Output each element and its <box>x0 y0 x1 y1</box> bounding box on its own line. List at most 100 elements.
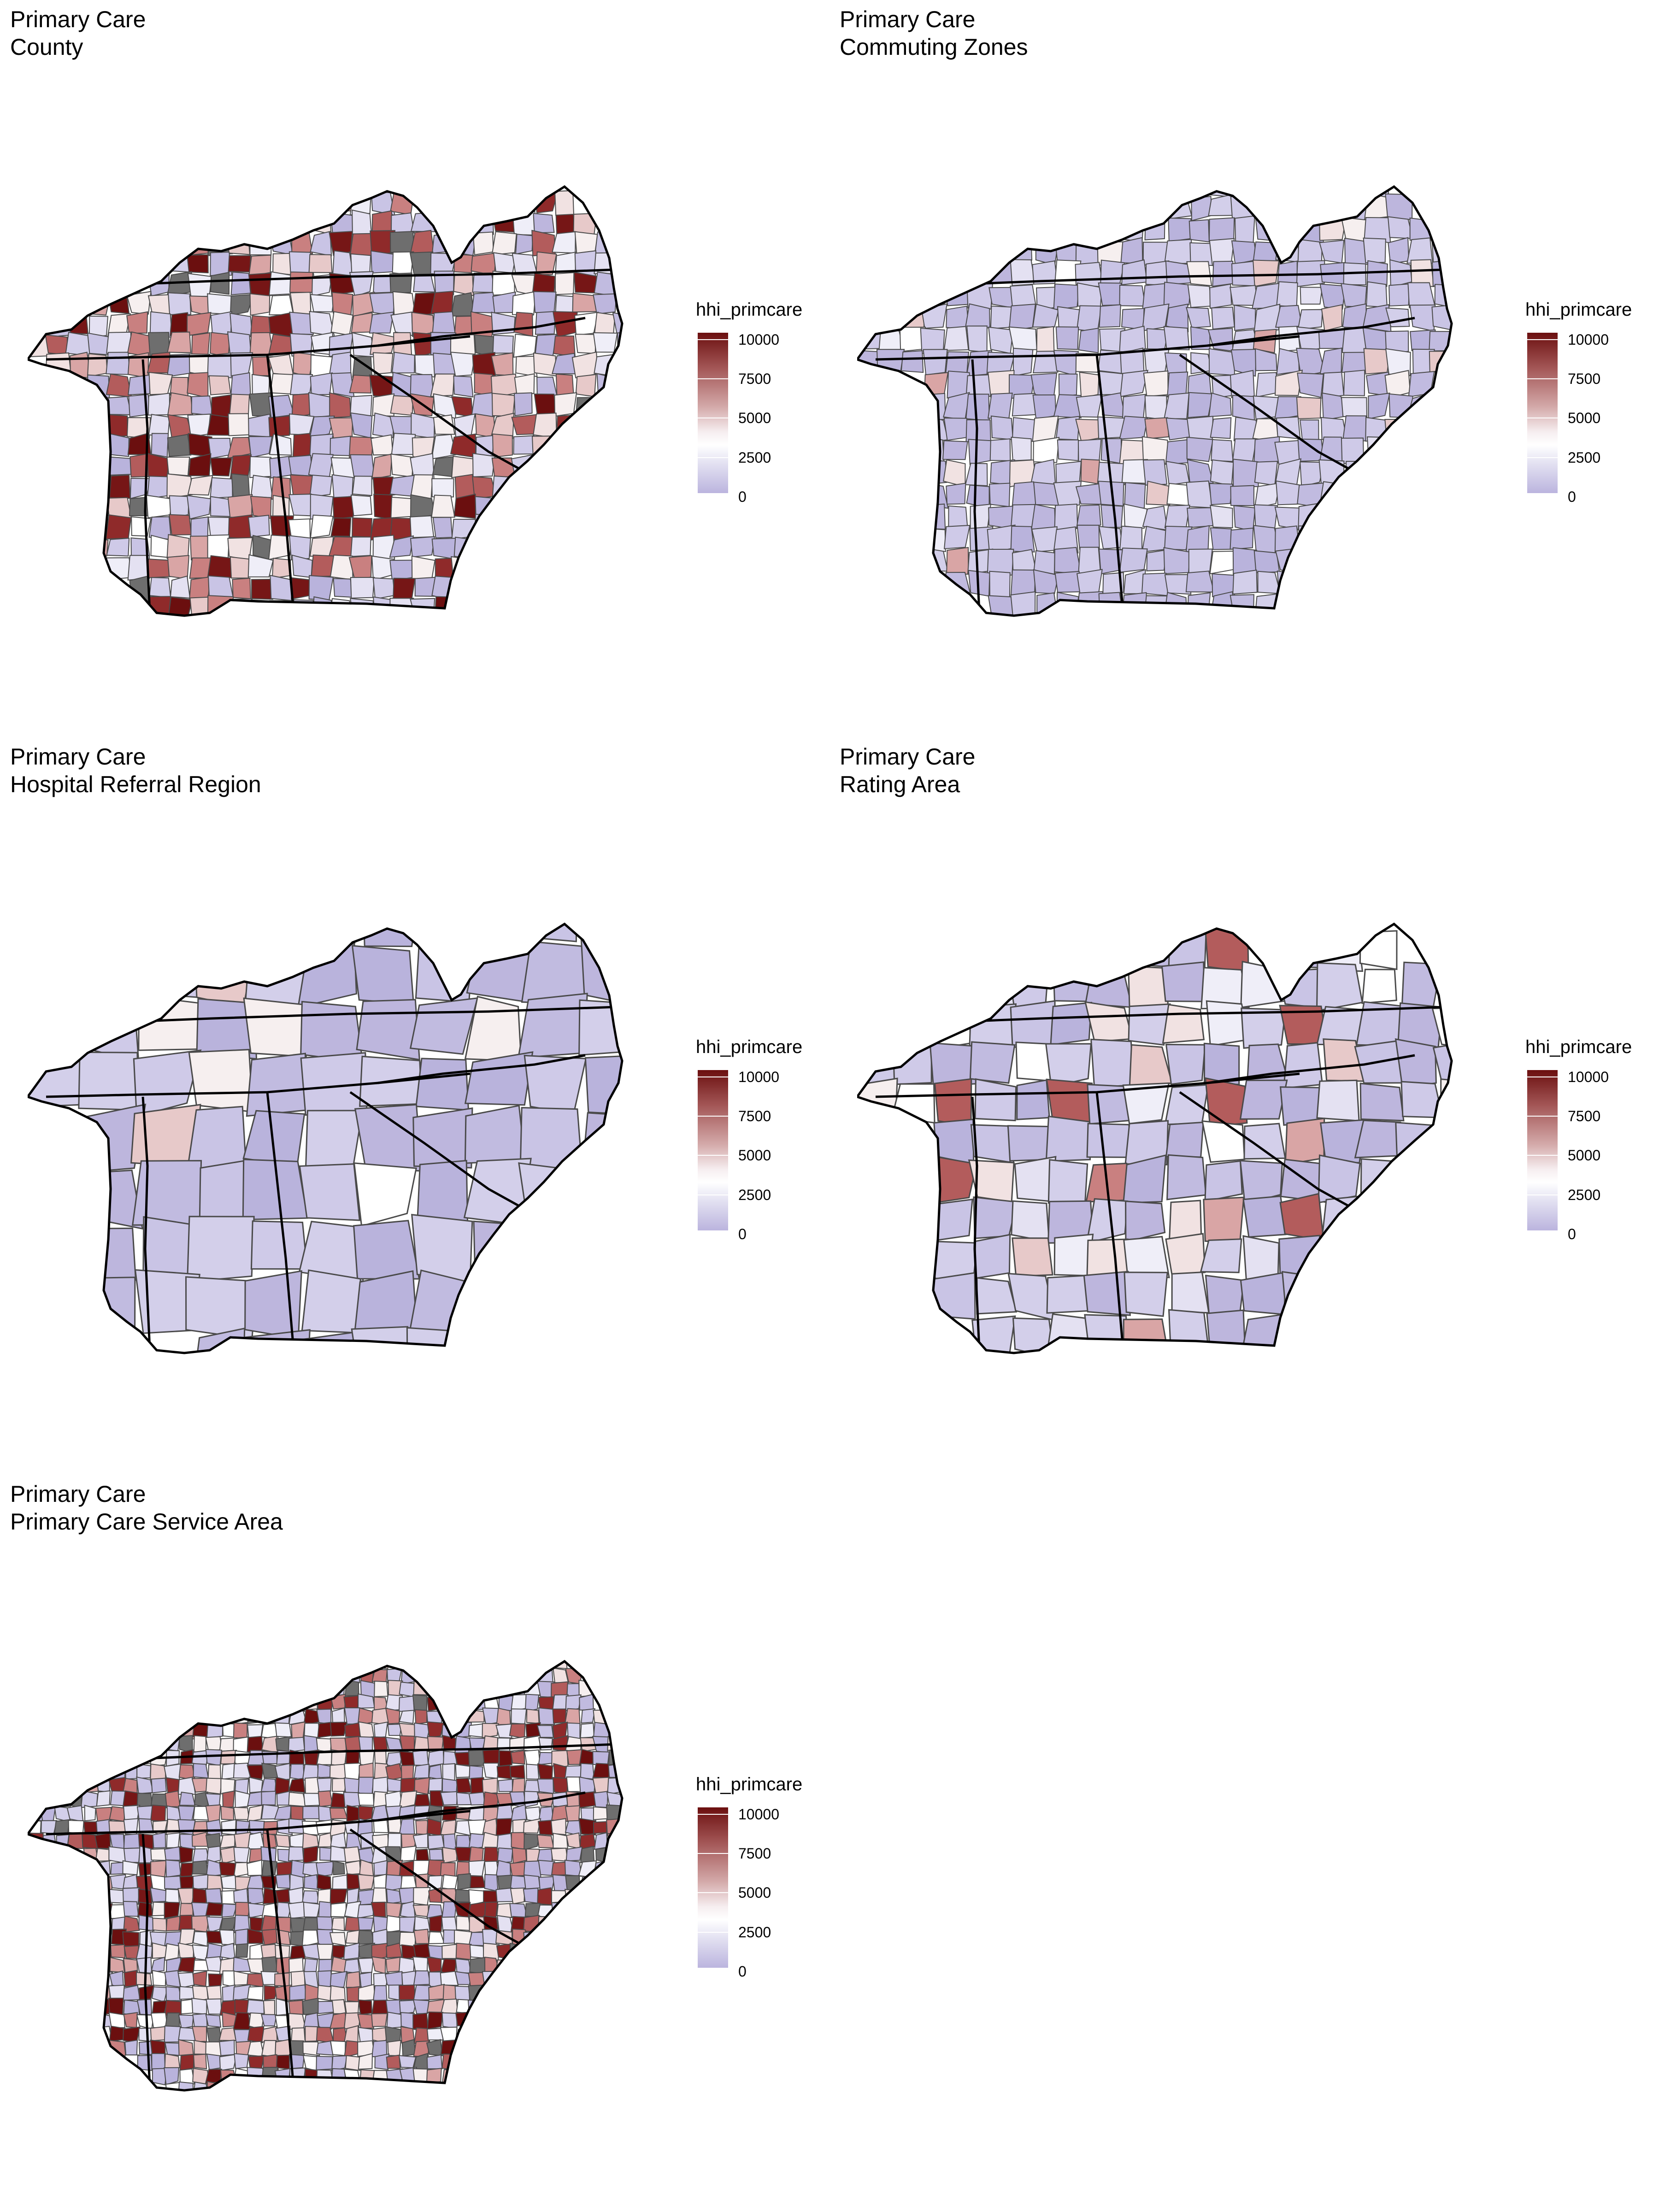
map-region <box>146 494 173 518</box>
map-region <box>330 311 353 336</box>
map-region <box>1254 482 1281 509</box>
map-region <box>166 534 190 559</box>
map-region <box>186 254 209 274</box>
map-region <box>152 1970 166 1987</box>
map-region <box>123 1985 141 2001</box>
map-region <box>186 312 212 336</box>
legend-title: hhi_primcare <box>1525 1037 1632 1057</box>
map-region <box>269 600 292 616</box>
legend-title: hhi_primcare <box>696 1037 803 1057</box>
map-region <box>206 1845 221 1864</box>
map-region <box>538 1707 555 1725</box>
map-region <box>513 333 537 358</box>
map-region <box>412 1956 429 1973</box>
legend-tick-mark <box>698 1194 728 1195</box>
map-region <box>289 271 313 293</box>
map-region <box>511 1708 527 1724</box>
map-region <box>248 254 271 277</box>
region-outline <box>857 922 1453 1354</box>
legend-tick-mark <box>698 1234 728 1235</box>
map-region <box>165 1790 181 1807</box>
state-border <box>349 1828 531 1951</box>
map-region <box>390 395 414 416</box>
map-region <box>147 476 171 500</box>
map-region <box>302 1943 320 1960</box>
map-region <box>246 1874 264 1890</box>
map-region <box>274 1763 290 1781</box>
map-region <box>150 1860 167 1877</box>
map-region <box>426 1957 442 1973</box>
map-region <box>526 1708 540 1724</box>
map-region <box>482 1723 499 1739</box>
map-region <box>1207 328 1234 352</box>
map-region <box>219 2039 235 2056</box>
legend: hhi_primcare 10000 7500 5000 2500 0 <box>1525 300 1654 504</box>
map-region <box>249 233 272 256</box>
map-region <box>1432 1039 1452 1087</box>
map-region <box>1408 371 1436 398</box>
map-region <box>427 1721 445 1738</box>
map-region <box>1086 1123 1133 1158</box>
map-region <box>96 1790 111 1807</box>
map-region <box>358 2027 374 2043</box>
map-region <box>1144 395 1167 421</box>
legend-tick-mark <box>1527 339 1558 340</box>
map-region <box>989 482 1011 507</box>
map-region <box>511 414 538 435</box>
map-region <box>288 2000 304 2015</box>
map-region <box>512 1847 527 1864</box>
panel-title: Primary Care County <box>10 6 146 61</box>
legend-label-0: 0 <box>738 1963 747 1980</box>
map-region <box>399 1751 417 1767</box>
map-region <box>122 1931 140 1947</box>
map-region <box>315 1819 332 1835</box>
map-region <box>305 1110 364 1172</box>
map-region <box>166 1832 181 1848</box>
map-region <box>263 2054 279 2071</box>
map-region <box>464 1051 534 1106</box>
map-region <box>150 2039 166 2055</box>
map-region <box>484 1901 498 1918</box>
map-region <box>1253 436 1280 464</box>
map-region <box>1187 392 1213 418</box>
map-region <box>584 1054 622 1116</box>
map-region <box>260 1778 278 1793</box>
map-region <box>946 482 966 505</box>
map-region <box>330 2040 346 2056</box>
legend-tick-mark <box>698 457 728 458</box>
map-region <box>606 1791 622 1807</box>
map-region <box>1079 371 1101 399</box>
legend-label-5000: 5000 <box>738 410 771 426</box>
map-region <box>123 1915 140 1933</box>
legend-colorbar <box>698 1807 728 1968</box>
map-region <box>1057 439 1079 461</box>
map-region <box>453 375 474 398</box>
map-region <box>1201 1120 1246 1163</box>
map-region <box>1208 392 1232 418</box>
map-region <box>232 577 251 600</box>
map-region <box>1125 1200 1166 1243</box>
map-region <box>301 1331 357 1353</box>
map-region <box>1242 1235 1280 1280</box>
map-region <box>442 1833 457 1850</box>
map-region <box>85 474 112 500</box>
map-region <box>536 1834 554 1849</box>
map-region <box>1076 394 1103 418</box>
map-region <box>413 1887 431 1906</box>
map-region <box>388 1818 402 1834</box>
legend-label-5000: 5000 <box>1568 1147 1601 1164</box>
map-region <box>208 1973 223 1988</box>
map-region <box>207 555 233 579</box>
map-region <box>511 1694 528 1712</box>
map-region <box>1319 240 1345 264</box>
map-region <box>371 1942 388 1961</box>
map-region <box>1119 284 1146 307</box>
map-region <box>351 945 415 1005</box>
map-region <box>349 233 374 256</box>
map-region <box>106 331 132 354</box>
map-region <box>1119 547 1148 573</box>
map-region <box>510 1887 525 1905</box>
map-region <box>199 1160 247 1226</box>
map-region <box>1100 504 1124 528</box>
map-region <box>109 1904 126 1919</box>
